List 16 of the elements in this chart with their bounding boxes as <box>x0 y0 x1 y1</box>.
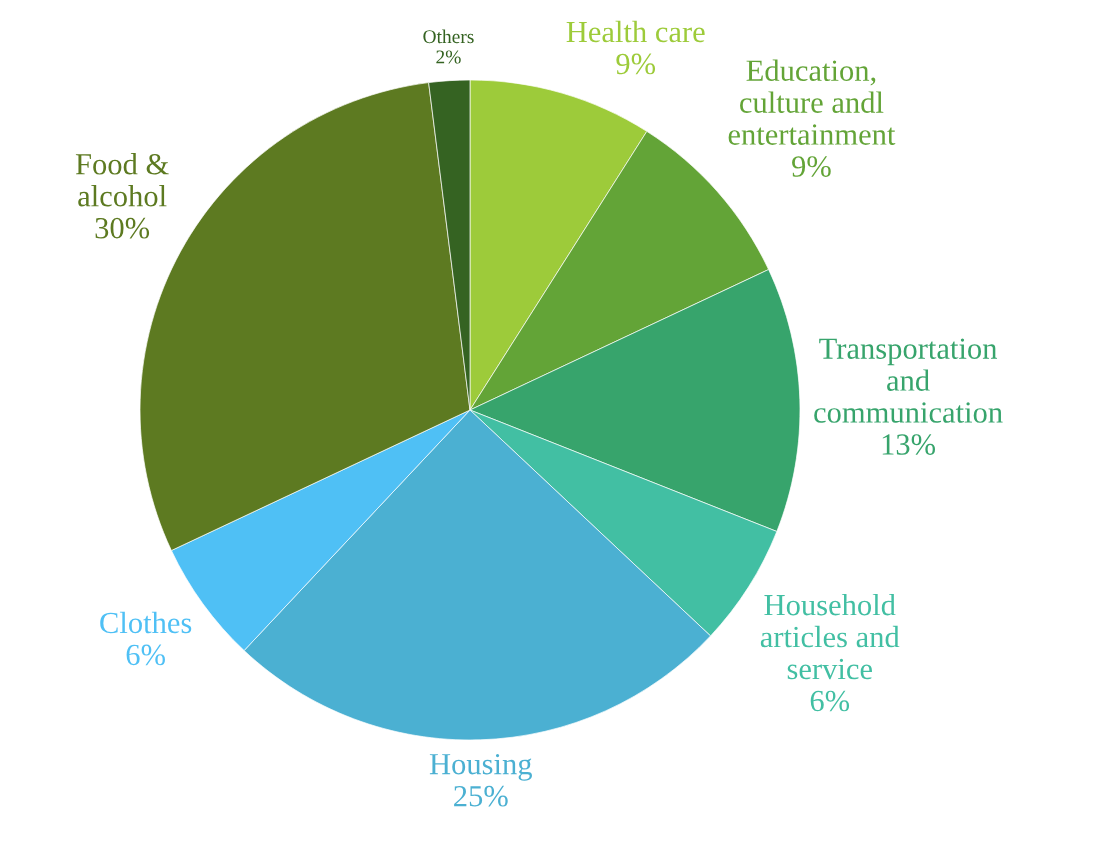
slice-label: Education, culture andl entertainment <box>728 59 896 145</box>
data-label: 9% <box>792 156 831 177</box>
slice-label: Clothes <box>100 611 192 634</box>
slice-label: Household articles and service <box>760 593 900 680</box>
slice-label: Health care <box>566 20 705 43</box>
data-label: 30% <box>95 217 150 239</box>
data-label: 6% <box>126 644 165 666</box>
data-label: 25% <box>454 785 508 807</box>
data-label: 6% <box>810 690 850 712</box>
data-label: 2% <box>436 50 461 64</box>
slice-label: Transportation and communication <box>814 338 1003 423</box>
slice-label: Others <box>423 29 474 44</box>
data-label: 13% <box>882 434 936 455</box>
data-label: 9% <box>616 53 656 75</box>
slice-label: Housing <box>429 753 532 781</box>
slice-label: Food & alcohol <box>75 153 169 207</box>
